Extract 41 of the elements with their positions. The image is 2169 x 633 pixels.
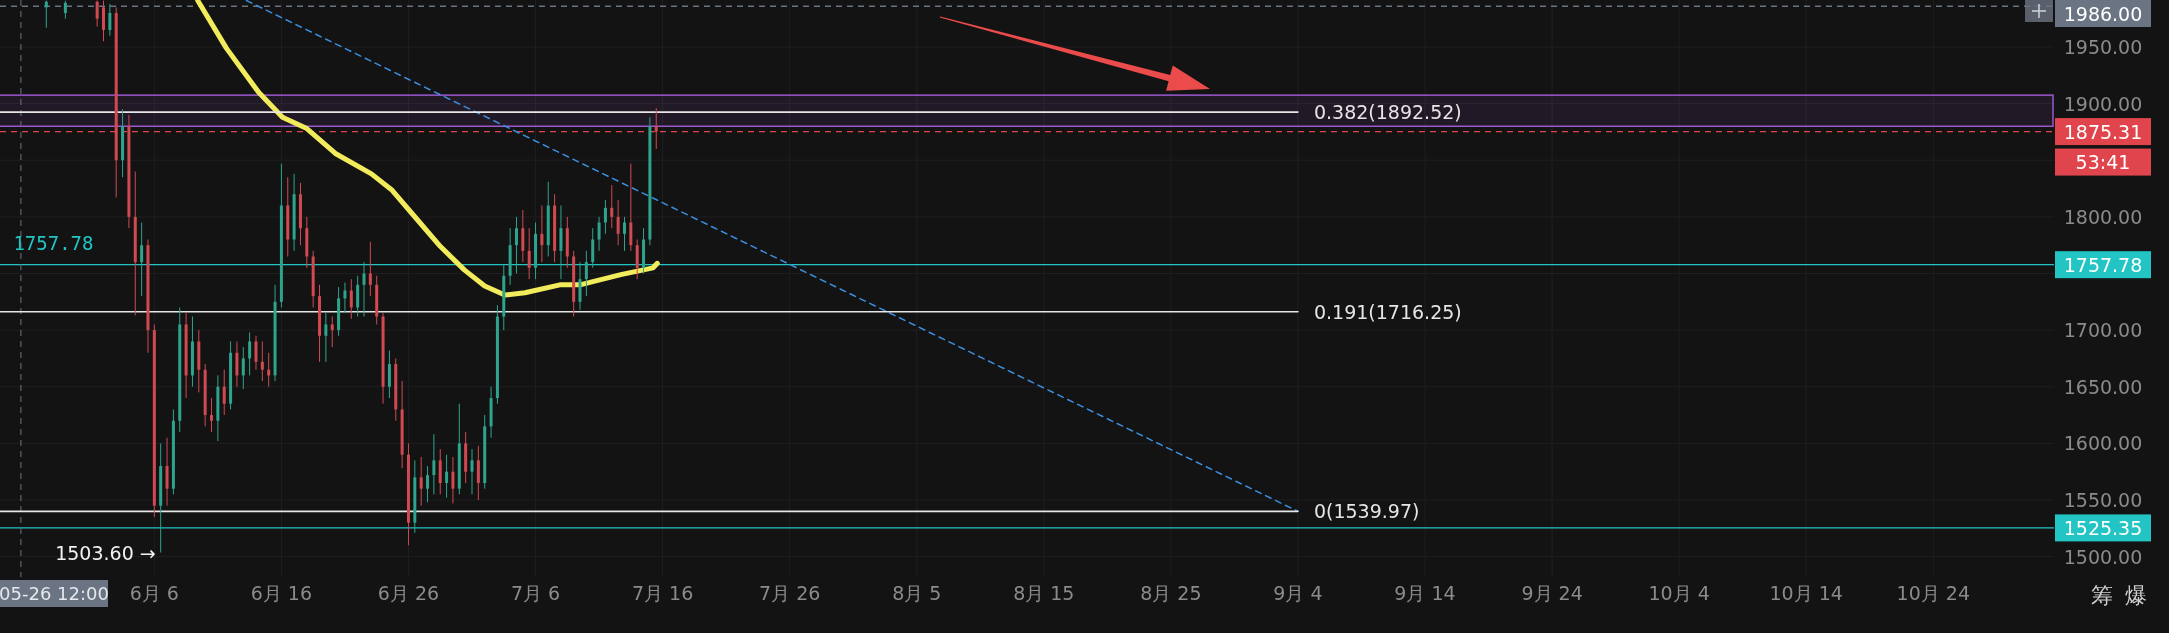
annotation: 1503.60 → <box>55 541 156 564</box>
ref-line-label: 1757.78 <box>2063 253 2143 276</box>
ref-label: 1875.31 <box>2055 118 2151 146</box>
x-tick-label: 10月 4 <box>1648 582 1710 604</box>
x-tick-label: 7月 16 <box>631 582 694 604</box>
corner-label: 筹 <box>2091 582 2113 608</box>
x-tick-label: 9月 4 <box>1273 582 1323 604</box>
x-tick-label: 6月 6 <box>129 582 179 604</box>
annotation: 53:41 <box>2075 151 2131 174</box>
y-tick-label: 1550.00 <box>2063 489 2143 511</box>
annotation: 1757.78 <box>13 231 94 254</box>
annotation-tag: 53:41 <box>2055 148 2151 176</box>
y-tick-label: 1500.00 <box>2063 545 2143 568</box>
x-tick-label: 7月 6 <box>510 582 561 604</box>
x-tick-label: 6月 26 <box>377 582 440 604</box>
ref-label: 1757.78 <box>2055 251 2151 279</box>
x-tick-label: 8月 25 <box>1140 582 1202 604</box>
x-tick-label: 8月 5 <box>892 582 942 604</box>
series-label: 0.382(1892.52) <box>1313 101 1462 124</box>
ref-label: 1525.35 <box>2055 514 2151 542</box>
x-tick-label: 9月 14 <box>1394 582 1456 604</box>
ref-line-label: 1986.00 <box>2063 2 2143 25</box>
y-tick-label: 1900.00 <box>2063 92 2143 115</box>
ref-label: 05-26 12:00 <box>0 580 109 607</box>
ref-line-label: 1525.35 <box>2063 516 2143 539</box>
y-tick-label: 1650.00 <box>2063 375 2143 398</box>
series-label: 0(1539.97) <box>1313 500 1420 523</box>
y-tick-label: 1700.00 <box>2063 319 2143 342</box>
x-tick-label: 6月 16 <box>250 582 313 604</box>
corner-label: 爆 <box>2125 582 2147 608</box>
x-tick-label: 8月 15 <box>1013 582 1075 604</box>
y-tick-label: 1800.00 <box>2063 205 2143 228</box>
ref-label: 1986.00 <box>2055 0 2151 27</box>
ref-line-label: 1875.31 <box>2063 120 2143 143</box>
x-tick-label: 10月 14 <box>1769 582 1843 604</box>
y-tick-label: 1600.00 <box>2063 432 2143 455</box>
x-tick-label: 9月 24 <box>1521 582 1583 604</box>
y-tick-label: 1950.00 <box>2063 36 2143 58</box>
x-tick-label: 10月 24 <box>1896 582 1970 604</box>
series-label: 0.191(1716.25) <box>1313 300 1462 323</box>
x-tick-label: 7月 26 <box>759 582 821 604</box>
